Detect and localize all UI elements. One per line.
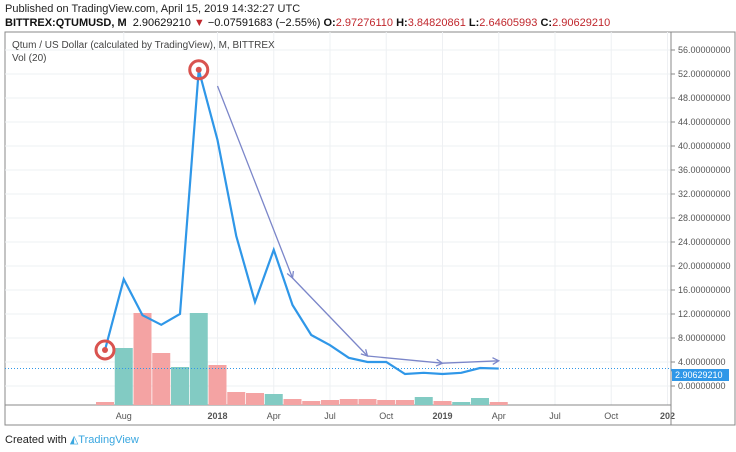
y-tick-label: 28.00000000 (678, 213, 731, 223)
x-tick-label: Jul (549, 411, 561, 421)
y-tick-label: 44.00000000 (678, 117, 731, 127)
published-line: Published on TradingView.com, April 15, … (5, 3, 301, 15)
annotation-arrow (292, 277, 368, 357)
x-tick-label: 2019 (432, 411, 452, 421)
arrow-head-icon (492, 357, 501, 365)
volume-bar (339, 399, 358, 405)
y-tick-label: 36.00000000 (678, 165, 731, 175)
y-tick-label: 24.00000000 (678, 237, 731, 247)
volume-bar (208, 365, 227, 405)
x-tick-label: Oct (604, 411, 619, 421)
y-tick-label: 0.00000000 (678, 381, 726, 391)
tradingview-brand[interactable]: TradingView (78, 434, 139, 446)
symbol-ohlc-line: BITTREX:QTUMUSD, M 2.90629210 ▼ −0.07591… (5, 17, 610, 29)
annotation-arrow (216, 85, 294, 279)
volume-indicator-label: Vol (20) (12, 53, 46, 64)
annotation-dot (195, 66, 202, 73)
x-tick-label: Oct (379, 411, 394, 421)
volume-bar (471, 398, 489, 405)
volume-bar (321, 400, 339, 405)
low-value: 2.64605993 (479, 17, 538, 29)
open-label: O: (323, 17, 336, 29)
current-price-label: 2.90629210 (675, 370, 723, 380)
volume-bar (433, 401, 452, 405)
annotation-arrow (442, 360, 499, 364)
high-value: 3.84820861 (407, 17, 466, 29)
y-tick-label: 20.00000000 (678, 261, 731, 271)
volume-bar (152, 353, 171, 405)
annotation-arrow (367, 355, 443, 364)
volume-bar (283, 399, 302, 405)
x-tick-label: Apr (267, 411, 281, 421)
y-tick-label: 56.00000000 (678, 45, 731, 55)
down-arrow-icon: ▼ (193, 17, 205, 29)
chart-frame (4, 31, 736, 426)
price-line (103, 69, 499, 376)
x-tick-label: 202 (660, 411, 675, 421)
created-with-label: Created with (5, 434, 67, 446)
y-tick-label: 48.00000000 (678, 93, 731, 103)
y-tick-label: 52.00000000 (678, 69, 731, 79)
volume-bar (414, 397, 433, 405)
close-label: C: (540, 17, 553, 29)
volume-bar (171, 367, 189, 405)
volume-bar (114, 348, 133, 405)
y-tick-label: 4.00000000 (678, 357, 726, 367)
current-price-badge (672, 369, 729, 381)
y-tick-label: 40.00000000 (678, 141, 731, 151)
annotation-circle (188, 59, 210, 81)
x-tick-label: Aug (116, 411, 132, 421)
low-label: L: (468, 17, 480, 29)
y-tick-label: 32.00000000 (678, 189, 731, 199)
volume-bar (264, 394, 283, 405)
volume-bar (358, 399, 377, 405)
y-tick-label: 8.00000000 (678, 333, 726, 343)
volume-bar (489, 402, 508, 405)
x-tick-label: Jul (324, 411, 336, 421)
footer: Created with ◭TradingView (5, 433, 139, 446)
high-label: H: (396, 17, 408, 29)
open-value: 2.97276110 (335, 17, 394, 29)
annotation-circle (94, 339, 116, 361)
volume-bar (227, 392, 246, 405)
price-change: −0.07591683 (−2.55%) (207, 17, 321, 29)
x-tick-label: 2018 (207, 411, 227, 421)
volume-bar (246, 393, 264, 405)
y-tick-label: 12.00000000 (678, 309, 731, 319)
close-value: 2.90629210 (552, 17, 611, 29)
volume-bar (302, 401, 321, 405)
volume-bar (396, 400, 414, 405)
annotation-dot (102, 347, 108, 353)
last-price: 2.90629210 (132, 17, 191, 29)
volume-bar (189, 313, 208, 405)
tradingview-logo-icon: ◭ (69, 434, 79, 446)
symbol: BITTREX:QTUMUSD, M (5, 17, 127, 29)
y-tick-label: 16.00000000 (678, 285, 731, 295)
x-tick-label: Apr (492, 411, 506, 421)
volume-bar (96, 402, 114, 405)
chart-title: Qtum / US Dollar (calculated by TradingV… (12, 40, 275, 51)
volume-bar (133, 313, 152, 405)
volume-bar (377, 400, 396, 405)
volume-bar (452, 402, 471, 405)
